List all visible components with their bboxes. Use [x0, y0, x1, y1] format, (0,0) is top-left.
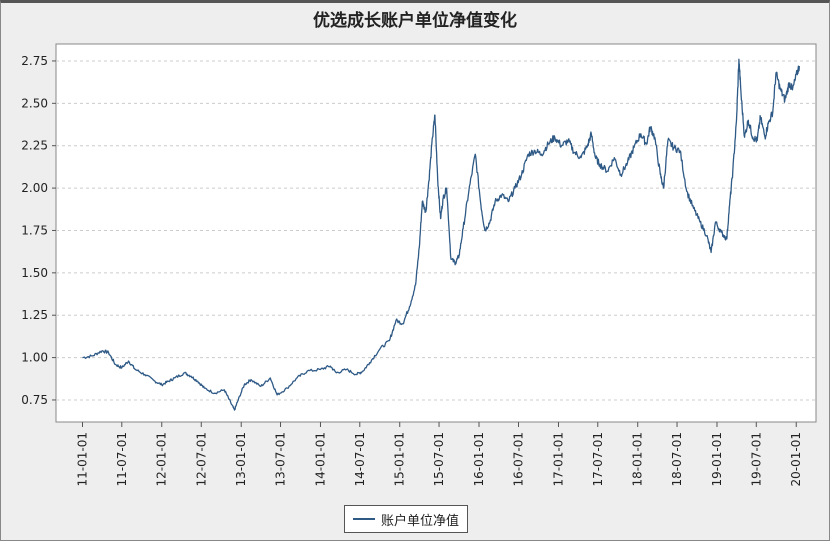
y-tick-label: 2.50 [21, 96, 48, 110]
series-line [82, 58, 800, 411]
x-tick-label: 17-07-01 [591, 432, 605, 486]
x-tick-label: 13-01-01 [234, 432, 248, 486]
x-tick-label: 14-07-01 [353, 432, 367, 486]
legend: 账户单位净值 [344, 505, 469, 533]
y-tick-label: 1.75 [21, 223, 48, 237]
x-tick-label: 11-07-01 [115, 432, 129, 486]
x-tick-label: 17-01-01 [551, 432, 565, 486]
x-tick-label: 18-07-01 [670, 432, 684, 486]
y-tick-label: 2.00 [21, 181, 48, 195]
x-tick-label: 13-07-01 [274, 432, 288, 486]
y-axis: 0.75 1.00 1.25 1.50 1.75 2.00 2.25 2.50 2.75 [21, 54, 56, 407]
y-tick-label: 1.25 [21, 308, 48, 322]
x-tick-label: 16-07-01 [512, 432, 526, 486]
y-tick-label: 2.75 [21, 54, 48, 68]
x-tick-label: 14-01-01 [313, 432, 327, 486]
x-tick-label: 12-07-01 [194, 432, 208, 486]
x-tick-label: 12-01-01 [155, 432, 169, 486]
series-group [82, 58, 800, 411]
y-tick-label: 2.25 [21, 139, 48, 153]
grid-lines [56, 60, 816, 401]
plot-area [55, 43, 817, 423]
y-tick-label: 1.00 [21, 351, 48, 365]
x-tick-label: 16-01-01 [472, 432, 486, 486]
x-tick-label: 15-07-01 [432, 432, 446, 486]
x-tick-label: 19-01-01 [710, 432, 724, 486]
x-tick-label: 20-01-01 [789, 432, 803, 486]
y-tick-label: 1.50 [21, 266, 48, 280]
chart-title: 优选成长账户单位净值变化 [313, 11, 517, 31]
x-axis: 11-01-01 11-07-01 12-01-01 12-07-01 13-01-01… [75, 422, 803, 486]
x-tick-label: 11-01-01 [75, 432, 89, 486]
y-tick-label: 0.75 [21, 393, 48, 407]
x-tick-label: 15-01-01 [393, 432, 407, 486]
x-tick-label: 19-07-01 [749, 432, 763, 486]
x-tick-label: 18-01-01 [631, 432, 645, 486]
legend-label: 账户单位净值 [381, 513, 460, 529]
legend-line-swatch [353, 518, 375, 520]
